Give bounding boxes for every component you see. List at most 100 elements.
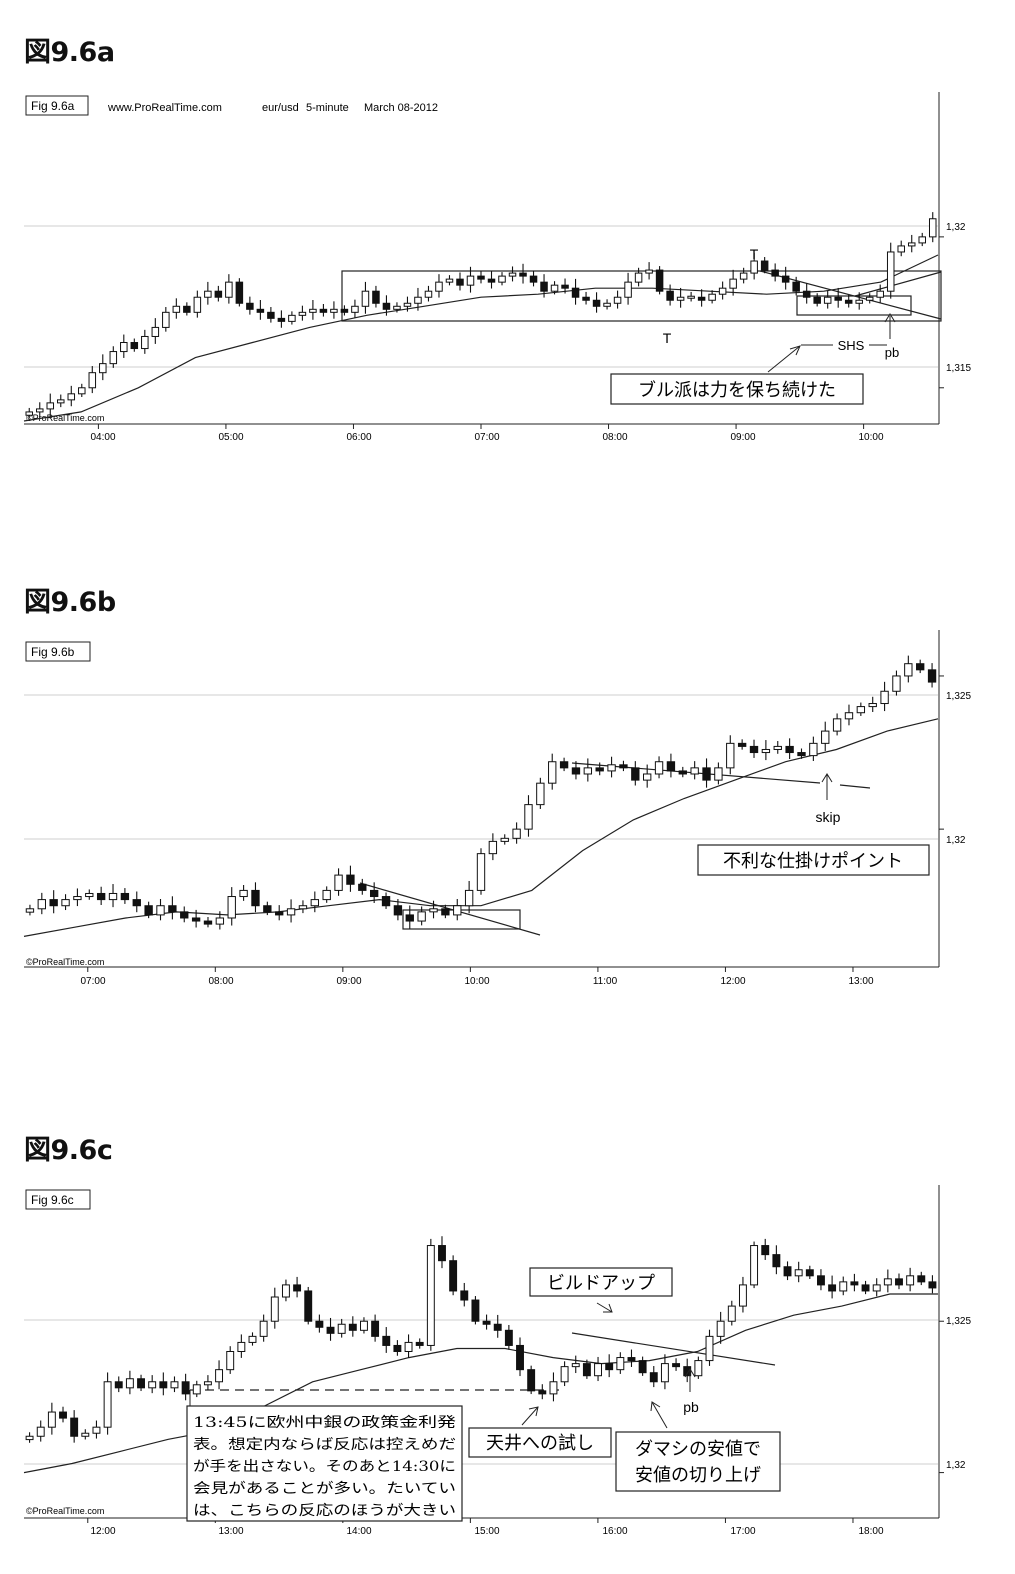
c-candle-body [226, 1351, 235, 1371]
a-candle-body [414, 296, 422, 304]
a-candle-body [687, 295, 695, 299]
figure-c-label: Fig 9.6c [31, 1193, 74, 1207]
c-candle-body [493, 1323, 502, 1331]
chart-c-top-test-arrow [521, 1406, 539, 1426]
b-candle-body [251, 889, 260, 907]
chart-c-time-tick-label: 12:00 [90, 1526, 115, 1537]
b-candle-body [453, 905, 462, 916]
a-candle-body [382, 302, 391, 310]
chart-c-fake-low-arrowhead [650, 1401, 661, 1412]
b-candle-body [678, 770, 687, 775]
b-candle-body [571, 767, 581, 775]
a-candle-body [634, 272, 643, 283]
c-candle-body [683, 1366, 692, 1377]
chart-c-candles [25, 1236, 937, 1443]
b-candle-body [334, 874, 343, 891]
a-candle-body [393, 305, 401, 310]
a-candle-body [183, 305, 191, 313]
c-candle-body [81, 1432, 90, 1437]
c-candle-body [438, 1245, 446, 1262]
chart-a-small-range-box [796, 295, 912, 316]
chart-c-price-tick-label: 1,32 [946, 1460, 966, 1471]
a-candle-body [771, 269, 779, 277]
a-candle-body [267, 311, 275, 319]
chart-a-pb-arrowhead [884, 313, 896, 323]
c-candle-body [460, 1290, 469, 1301]
chart-c-annotation-pb: pb [683, 1399, 699, 1415]
c-candle-body [750, 1245, 759, 1286]
a-candle-body [456, 278, 464, 286]
a-candle-body [477, 275, 485, 280]
chart-a-time-tick-label: 07:00 [474, 432, 499, 443]
chart-a-watermark: ©ProRealTime.com [26, 413, 104, 423]
c-candle-body [337, 1323, 346, 1334]
c-candle-body [304, 1290, 313, 1322]
chart-a-time-tick-label: 10:00 [858, 432, 883, 443]
c-candle-body [192, 1384, 201, 1395]
chart-a-candles [25, 212, 937, 419]
c-candle-body [203, 1381, 212, 1386]
chart-b-time-tick-label: 08:00 [208, 976, 233, 987]
c-candle-body [627, 1357, 636, 1362]
b-candle-body [441, 908, 450, 916]
a-candle-body [823, 296, 832, 304]
chart-a-annotation-t: T [750, 246, 759, 262]
chart-b-time-tick-label: 10:00 [464, 976, 489, 987]
c-candle-body [281, 1284, 290, 1298]
b-candle-body [310, 899, 319, 907]
b-candle-body [595, 767, 604, 772]
c-candle-body [883, 1278, 892, 1286]
a-candle-body [466, 275, 475, 286]
c-candle-body [415, 1341, 424, 1346]
c-candle-body [59, 1411, 67, 1419]
a-candle-body [120, 342, 128, 353]
chart-a-callout-box [610, 373, 864, 405]
a-candle-body [25, 411, 34, 416]
chart-b-small-range-box [402, 909, 521, 930]
c-candle-body [360, 1320, 368, 1331]
chart-a-panel: Fig 9.6a www.ProRealTime.com eur/usd 5-m… [0, 0, 1015, 470]
a-candle-body [708, 293, 716, 301]
chart-a-moving-average [23, 254, 939, 422]
chart-c-fake-low-line-2: 安値の切り上げ [635, 1465, 761, 1486]
b-candle-body [666, 761, 676, 772]
b-candle-body [73, 896, 82, 901]
a-candle-body [666, 290, 674, 301]
c-candle-body [293, 1284, 302, 1292]
c-candle-body [649, 1372, 658, 1383]
c-candle-body [237, 1341, 246, 1352]
chart-a-date: March 08-2012 [364, 102, 438, 114]
a-candle-body [760, 260, 769, 271]
a-candle-body [193, 296, 202, 313]
a-candle-body [57, 399, 65, 404]
chart-a-source: www.ProRealTime.com [107, 102, 222, 114]
a-candle-body [813, 296, 821, 304]
a-candle-body [309, 308, 317, 313]
chart-c-moving-average [23, 1293, 938, 1474]
a-candle-body [424, 290, 433, 298]
c-candle-body [393, 1344, 402, 1352]
a-candle-body [781, 275, 790, 283]
a-candle-body [508, 272, 517, 277]
a-candle-body [844, 299, 853, 304]
chart-b: Fig 9.6b 1,325 1,32 07:00 08:00 09:00 10… [23, 630, 971, 987]
a-candle-body [487, 278, 496, 283]
c-candle-body [137, 1378, 145, 1389]
b-candle-body [821, 730, 830, 744]
b-candle-body [369, 889, 379, 898]
chart-b-time-tick-label: 12:00 [720, 976, 745, 987]
b-candle-body [500, 837, 509, 842]
a-candle-body [46, 402, 55, 410]
b-candle-body [358, 883, 367, 891]
chart-b-time-tick-label: 09:00 [336, 976, 361, 987]
chart-b-time-tick-label: 11:00 [593, 976, 618, 987]
chart-a-callout-arrow [767, 345, 801, 373]
chart-a-trading-range-box [341, 270, 942, 322]
c-candle-body [605, 1363, 614, 1371]
a-candle-body [729, 278, 737, 289]
c-candle-body [828, 1284, 837, 1292]
b-candle-body [476, 853, 486, 891]
a-candle-body [78, 387, 86, 395]
chart-a-annotation-shs: SHS [838, 338, 865, 353]
chart-a-price-tick-label: 1,32 [946, 222, 966, 233]
